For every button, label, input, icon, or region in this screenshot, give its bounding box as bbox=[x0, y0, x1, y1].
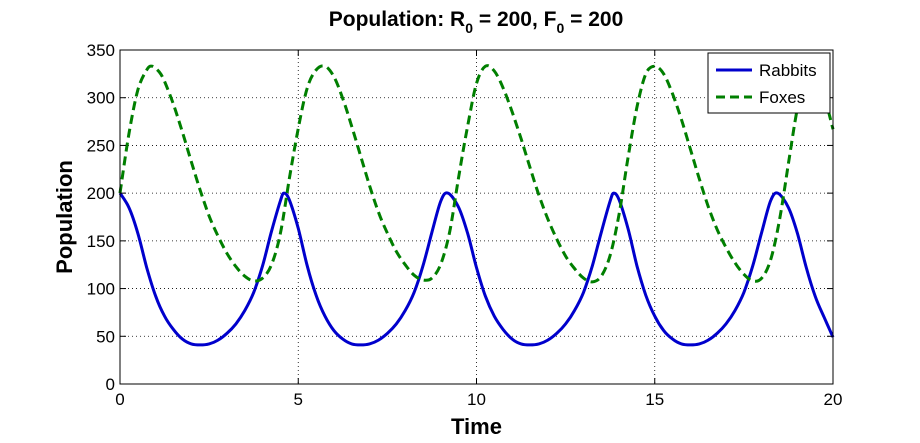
x-tick-label: 20 bbox=[824, 390, 843, 409]
x-tick-label: 15 bbox=[645, 390, 664, 409]
foxes-line bbox=[118, 63, 835, 284]
y-axis-label: Population bbox=[52, 160, 77, 274]
x-tick-label: 0 bbox=[115, 390, 124, 409]
grid-lines bbox=[120, 50, 833, 384]
title-prefix: Population: R bbox=[329, 8, 465, 31]
title-subscript-f: 0 bbox=[556, 20, 564, 36]
title-suffix: = 200 bbox=[564, 8, 623, 31]
y-tick-label: 250 bbox=[87, 136, 115, 155]
x-tick-label: 5 bbox=[294, 390, 303, 409]
legend-label-foxes: Foxes bbox=[759, 88, 805, 107]
y-tick-label: 350 bbox=[87, 41, 115, 60]
series-lines bbox=[118, 63, 835, 347]
title-subscript-r: 0 bbox=[465, 20, 473, 36]
legend: Rabbits Foxes bbox=[707, 52, 831, 114]
legend-box bbox=[707, 52, 831, 114]
y-tick-label: 300 bbox=[87, 89, 115, 108]
title-middle: = 200, F bbox=[473, 8, 557, 31]
y-tick-label: 0 bbox=[106, 375, 115, 394]
chart-title: Population: R0 = 200, F0 = 200 bbox=[329, 8, 624, 36]
x-axis-label: Time bbox=[451, 414, 502, 439]
rabbits-line bbox=[118, 191, 835, 347]
y-tick-label: 100 bbox=[87, 280, 115, 299]
y-tick-label: 200 bbox=[87, 184, 115, 203]
y-tick-label: 50 bbox=[96, 327, 115, 346]
x-tick-label: 10 bbox=[467, 390, 486, 409]
legend-label-rabbits: Rabbits bbox=[759, 61, 817, 80]
y-tick-label: 150 bbox=[87, 232, 115, 251]
